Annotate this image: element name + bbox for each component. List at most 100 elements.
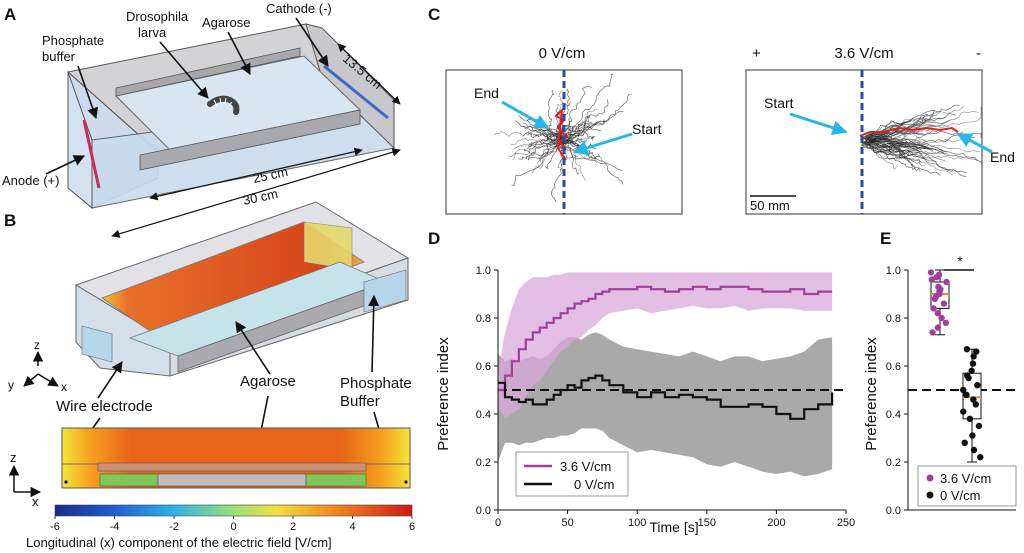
c-left-start-label: Start [632, 121, 662, 137]
d-axes: 0.0 0.2 0.4 0.6 0.8 1.0 0 50 100 150 200 250 [476, 265, 855, 529]
trajectory [861, 144, 967, 174]
d-x-tick-label: 150 [698, 517, 716, 529]
c-right-minus: - [976, 45, 981, 62]
colorbar-tick-label: 0 [230, 521, 236, 533]
panel-e: E Preference index 0.00.20.40.60.81.0 * … [863, 229, 1020, 517]
colorbar-tick-label: 6 [409, 521, 415, 533]
arrow-agarose-a [227, 31, 251, 75]
section-x-label: x [32, 494, 39, 509]
d-x-tick-label: 100 [628, 517, 646, 529]
agarose-wall-back [115, 47, 301, 97]
e-point [931, 295, 939, 302]
sim-field-side-slab [303, 221, 353, 271]
trajectory [547, 90, 558, 147]
d-ylabel: Preference index [435, 337, 452, 451]
e-point [965, 374, 972, 382]
label-agarose-a: Agarose [202, 15, 250, 30]
section-z-label: z [10, 450, 17, 465]
e-point [970, 353, 977, 360]
colorbar-tick-label: -4 [110, 521, 120, 533]
e-y-tick-label: 0.8 [886, 313, 901, 325]
panel-d: D Preference index Time [s] 0.0 0.2 0.4 0.6… [428, 229, 855, 535]
trajectory [562, 137, 594, 142]
trajectory [865, 142, 921, 172]
trajectory [513, 133, 560, 160]
axis-x-arrow [37, 373, 59, 387]
dim-outer: 30 cm [242, 186, 280, 208]
section-green-left [99, 473, 159, 487]
colorbar-tick-label: 2 [290, 521, 296, 533]
trajectory [865, 120, 911, 142]
e-plot-area: 0.0 0.2 0.4 0.6 0.8 1.0 [886, 265, 1020, 517]
panel-e-letter: E [880, 229, 891, 248]
trajectory [865, 106, 982, 142]
arrow-phosphate-b-top [368, 294, 380, 373]
e-point [960, 386, 967, 394]
d-legend-label-3-6: 3.6 V/cm [560, 459, 611, 474]
e-point [977, 454, 984, 461]
trajectory [562, 111, 624, 146]
e-point [966, 415, 974, 422]
trajectory [868, 140, 897, 170]
arrow-phosphate-a [77, 65, 98, 120]
e-point [942, 319, 950, 326]
e-point [972, 401, 980, 408]
panel-a-letter: A [4, 5, 16, 24]
trajectory [555, 88, 570, 143]
d-legend-box [515, 451, 629, 497]
trajectory [560, 123, 602, 145]
d-y-tick-label: 0.4 [476, 409, 491, 421]
trajectory [864, 134, 982, 164]
e-point [970, 396, 977, 403]
e-point [970, 446, 978, 454]
panel-a: A Drosophila larva Agarose Cathode (-) P… [2, 1, 401, 238]
colorbar-ticks: -6 -4 -2 0 2 4 6 [50, 516, 415, 533]
e-y-tick-label: 0.4 [886, 409, 901, 421]
c-right-end-label: End [990, 149, 1015, 165]
panel-b: B z y x Wire electrode Agarose Phosphate… [4, 201, 415, 550]
c-right-title: 3.6 V/cm [834, 45, 893, 62]
c-left-end-label: End [474, 85, 499, 101]
e-y-tick-label: 0.6 [886, 361, 901, 373]
e-point [934, 324, 942, 331]
trajectory [563, 99, 609, 138]
label-agarose-b: Agarose [240, 373, 296, 390]
panel-c: C 0 V/cm End Start + 3.6 V/cm - Start En… [428, 5, 1015, 215]
e-legend-box [917, 465, 1017, 507]
label-larva: larva [138, 25, 167, 40]
e-point [930, 305, 937, 312]
c-scalebar-label: 50 mm [750, 198, 790, 213]
trajectory [863, 140, 915, 171]
panel-d-letter: D [428, 229, 440, 248]
e-point [968, 367, 975, 374]
e-y-tick-label: 1.0 [886, 265, 901, 277]
anode-wire [82, 119, 101, 189]
dim-outer-line [111, 148, 401, 238]
arrow-cathode [295, 17, 329, 67]
section-wire-right [404, 480, 408, 484]
d-legend-label-0: 0 V/cm [574, 477, 614, 492]
e-point [933, 274, 940, 281]
e-point [934, 310, 942, 317]
larva-segments [213, 97, 233, 107]
e-point [963, 346, 971, 353]
e-point [974, 382, 981, 389]
c-right-trajectories [859, 104, 982, 177]
e-y-tick-label: 0.2 [886, 457, 901, 469]
e-legend-dot-3-6 [926, 474, 934, 482]
e-point [969, 360, 977, 367]
e-legend-label-0: 0 V/cm [940, 488, 980, 503]
trajectory [560, 127, 596, 140]
e-point [938, 314, 945, 322]
label-phosphate-a: Phosphate [42, 33, 104, 48]
label-wire-electrode: Wire electrode [56, 398, 153, 415]
d-y-tick-label: 0.8 [476, 313, 491, 325]
trajectory [565, 115, 591, 144]
d-xlabel: Time [s] [649, 519, 698, 535]
dim-depth-line [337, 43, 401, 105]
e-point [975, 422, 983, 430]
e-point [928, 276, 936, 283]
d-y-tick-label: 1.0 [476, 265, 491, 277]
arrow-wire-top [97, 361, 123, 399]
panel-c-letter: C [428, 5, 440, 24]
